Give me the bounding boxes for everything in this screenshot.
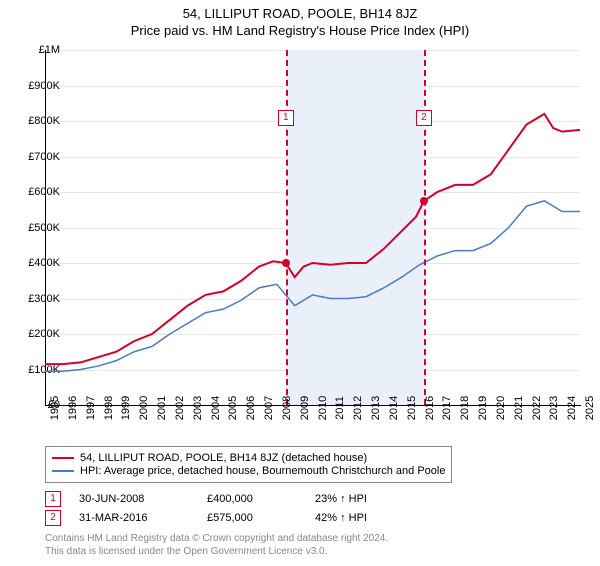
x-tick-label: 1995 (49, 396, 61, 420)
transaction-number-box: 1 (45, 491, 61, 507)
x-tick-label: 2016 (424, 396, 436, 420)
x-tick-label: 2017 (441, 396, 453, 420)
transaction-delta: 42% ↑ HPI (315, 512, 367, 524)
x-tick-label: 2002 (174, 396, 186, 420)
transaction-price: £400,000 (207, 493, 297, 505)
x-tick-label: 2006 (245, 396, 257, 420)
x-tick-label: 2015 (406, 396, 418, 420)
transaction-price: £575,000 (207, 512, 297, 524)
footnote: Contains HM Land Registry data © Crown c… (45, 532, 580, 558)
x-tick-label: 2020 (495, 396, 507, 420)
page-title: 54, LILLIPUT ROAD, POOLE, BH14 8JZ (0, 6, 600, 21)
x-tick-label: 2012 (352, 396, 364, 420)
x-tick-label: 2003 (192, 396, 204, 420)
legend: 54, LILLIPUT ROAD, POOLE, BH14 8JZ (deta… (45, 446, 452, 483)
legend-item-property: 54, LILLIPUT ROAD, POOLE, BH14 8JZ (deta… (52, 452, 445, 464)
legend-swatch (52, 457, 74, 459)
transaction-row: 2 31-MAR-2016 £575,000 42% ↑ HPI (45, 510, 580, 526)
x-tick-label: 2010 (317, 396, 329, 420)
page-subtitle: Price paid vs. HM Land Registry's House … (0, 23, 600, 38)
x-tick-label: 2014 (388, 396, 400, 420)
transaction-vline (424, 50, 426, 405)
x-tick-label: 2001 (156, 396, 168, 420)
transaction-vline (286, 50, 288, 405)
x-tick-label: 2005 (227, 396, 239, 420)
x-tick-label: 2023 (548, 396, 560, 420)
legend-and-footnotes: 54, LILLIPUT ROAD, POOLE, BH14 8JZ (deta… (45, 446, 580, 558)
transactions-table: 1 30-JUN-2008 £400,000 23% ↑ HPI 2 31-MAR-201… (45, 491, 580, 526)
chart-container: 54, LILLIPUT ROAD, POOLE, BH14 8JZ Price… (0, 6, 600, 566)
x-tick-label: 1998 (103, 396, 115, 420)
x-tick-label: 1999 (120, 396, 132, 420)
transaction-marker: 2 (416, 110, 432, 126)
x-tick-label: 2022 (531, 396, 543, 420)
x-tick-label: 2019 (477, 396, 489, 420)
x-tick-label: 2018 (459, 396, 471, 420)
x-tick-label: 2024 (566, 396, 578, 420)
transaction-delta: 23% ↑ HPI (315, 493, 367, 505)
x-tick-label: 1997 (85, 396, 97, 420)
transaction-row: 1 30-JUN-2008 £400,000 23% ↑ HPI (45, 491, 580, 507)
x-tick-label: 2025 (584, 396, 596, 420)
legend-label: 54, LILLIPUT ROAD, POOLE, BH14 8JZ (deta… (80, 452, 367, 464)
x-tick-label: 2004 (210, 396, 222, 420)
transaction-number-box: 2 (45, 510, 61, 526)
series-line-property (45, 114, 580, 364)
legend-item-hpi: HPI: Average price, detached house, Bour… (52, 465, 445, 477)
x-tick-label: 1996 (67, 396, 79, 420)
transaction-date: 31-MAR-2016 (79, 512, 189, 524)
x-tick-label: 2021 (513, 396, 525, 420)
x-tick-label: 2011 (334, 396, 346, 420)
x-tick-label: 2009 (299, 396, 311, 420)
transaction-marker: 1 (278, 110, 294, 126)
chart-lines (45, 50, 580, 405)
x-tick-label: 2000 (138, 396, 150, 420)
x-tick-label: 2013 (370, 396, 382, 420)
x-tick-label: 2007 (263, 396, 275, 420)
x-tick-label: 2008 (281, 396, 293, 420)
legend-swatch (52, 470, 74, 472)
transaction-date: 30-JUN-2008 (79, 493, 189, 505)
legend-label: HPI: Average price, detached house, Bour… (80, 465, 445, 477)
